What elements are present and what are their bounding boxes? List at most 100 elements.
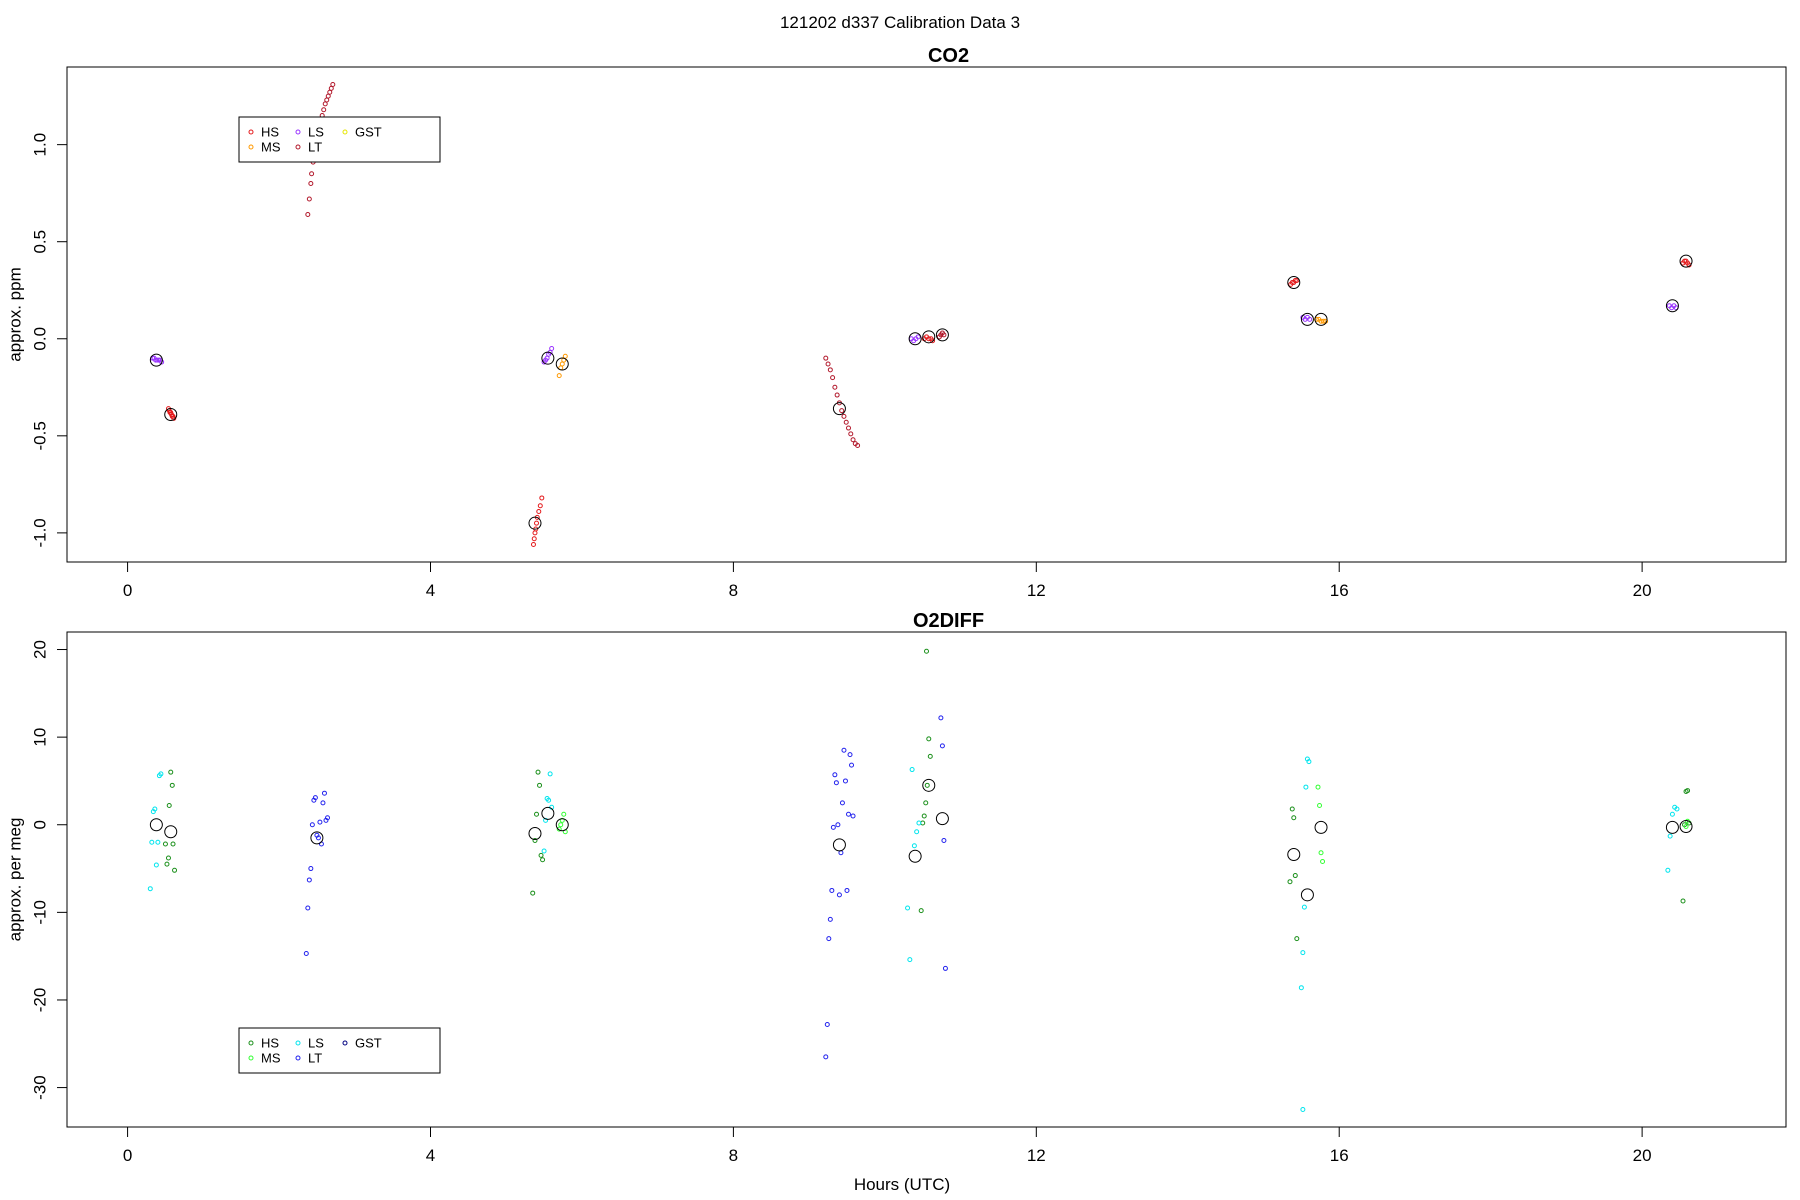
legend-marker — [342, 129, 348, 135]
data-point-ls — [155, 839, 161, 845]
x-tick-label: 4 — [426, 581, 435, 600]
mean-marker — [149, 353, 163, 367]
mean-marker — [149, 818, 163, 832]
data-point-lt — [841, 747, 847, 753]
mean-marker — [1679, 819, 1693, 833]
data-point-ls — [1665, 867, 1671, 873]
legend-marker — [295, 129, 301, 135]
data-point-lt — [829, 887, 835, 893]
data-point-ls — [153, 862, 159, 868]
data-point-lt — [325, 815, 331, 821]
data-point-hs — [531, 536, 537, 542]
mean-marker — [310, 831, 324, 845]
data-point-lt — [942, 965, 948, 971]
data-point-ms — [1313, 316, 1319, 322]
x-tick-label: 16 — [1330, 581, 1349, 600]
legend-marker — [295, 1040, 301, 1046]
data-point-ms — [1317, 802, 1323, 808]
data-point-ls — [549, 345, 555, 351]
y-tick-label: -10 — [30, 900, 49, 925]
data-point-hs — [539, 495, 545, 501]
data-point-lt — [835, 822, 841, 828]
data-point-hs — [534, 520, 540, 526]
data-point-hs — [1685, 788, 1691, 794]
data-point-hs — [530, 890, 536, 896]
data-point-ls — [154, 357, 160, 363]
data-point-lt — [841, 413, 847, 419]
data-point-ms — [562, 353, 568, 359]
y-tick-label: -0.5 — [30, 421, 49, 450]
data-point-hs — [534, 811, 540, 817]
data-point-ls — [543, 817, 549, 823]
data-point-lt — [303, 951, 309, 957]
data-point-lt — [850, 437, 856, 443]
data-point-hs — [927, 753, 933, 759]
mean-marker — [541, 351, 555, 365]
data-point-hs — [538, 852, 544, 858]
y-tick-label: 20 — [30, 640, 49, 659]
data-point-hs — [1292, 873, 1298, 879]
data-point-lt — [941, 838, 947, 844]
y-tick-label: -20 — [30, 988, 49, 1013]
legend-marker — [295, 1055, 301, 1061]
data-point-hs — [166, 802, 172, 808]
data-point-lt — [306, 196, 312, 202]
data-point-ms — [1318, 318, 1324, 324]
mean-marker — [1300, 888, 1314, 902]
mean-marker — [922, 330, 936, 344]
data-point-lt — [844, 887, 850, 893]
data-point-ls — [1667, 833, 1673, 839]
data-point-hs — [1289, 806, 1295, 812]
data-point-ms — [1320, 318, 1326, 324]
legend-label: HS — [261, 1036, 279, 1051]
data-point-hs — [536, 509, 542, 515]
data-point-hs — [926, 736, 932, 742]
data-point-hs — [535, 769, 541, 775]
data-point-ls — [905, 905, 911, 911]
plot-frame — [66, 66, 1787, 563]
legend-marker — [295, 144, 301, 150]
data-point-ls — [541, 848, 547, 854]
data-point-lt — [320, 800, 326, 806]
y-tick-label: 1.0 — [30, 133, 49, 157]
data-point-lt — [309, 822, 315, 828]
mean-marker — [555, 357, 569, 371]
data-point-ls — [153, 357, 159, 363]
data-point-lt — [830, 375, 836, 381]
data-point-lt — [846, 425, 852, 431]
panel-title: O2DIFF — [913, 610, 984, 632]
legend-label: GST — [355, 125, 382, 140]
mean-marker — [164, 407, 178, 421]
data-point-ls — [915, 334, 921, 340]
data-point-ls — [1298, 985, 1304, 991]
data-point-hs — [921, 813, 927, 819]
data-point-ls — [159, 359, 165, 365]
data-point-ls — [1303, 784, 1309, 790]
data-point-lt — [855, 443, 861, 449]
data-point-hs — [165, 855, 171, 861]
legend-label: GST — [355, 1036, 382, 1051]
data-point-ls — [907, 957, 913, 963]
data-point-hs — [537, 503, 543, 509]
data-point-hs — [172, 867, 178, 873]
legend-label: LT — [308, 140, 322, 155]
data-point-hs — [532, 530, 538, 536]
data-point-lt — [823, 1054, 829, 1060]
x-tick-label: 12 — [1027, 1146, 1046, 1165]
data-point-ls — [149, 839, 155, 845]
legend-label: HS — [261, 125, 279, 140]
legend-marker — [342, 1040, 348, 1046]
data-point-ls — [147, 886, 153, 892]
data-point-hs — [169, 782, 175, 788]
data-point-lt — [315, 835, 321, 841]
data-point-ls — [1301, 904, 1307, 910]
mean-marker — [1287, 275, 1301, 289]
mean-marker — [1287, 848, 1301, 862]
data-point-lt — [308, 180, 314, 186]
data-point-hs — [924, 782, 930, 788]
figure-title: 121202 d337 Calibration Data 3 — [780, 13, 1020, 32]
y-tick-label: 0.5 — [30, 230, 49, 254]
o2diff-panel: O2DIFF 0 4 8 12 16 20 -30 -20 -10 0 10 20 approx. per… — [5, 610, 1787, 1165]
